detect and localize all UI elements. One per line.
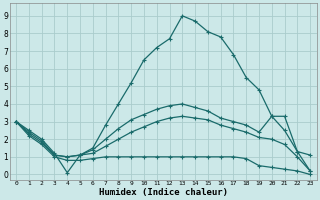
- X-axis label: Humidex (Indice chaleur): Humidex (Indice chaleur): [99, 188, 228, 197]
